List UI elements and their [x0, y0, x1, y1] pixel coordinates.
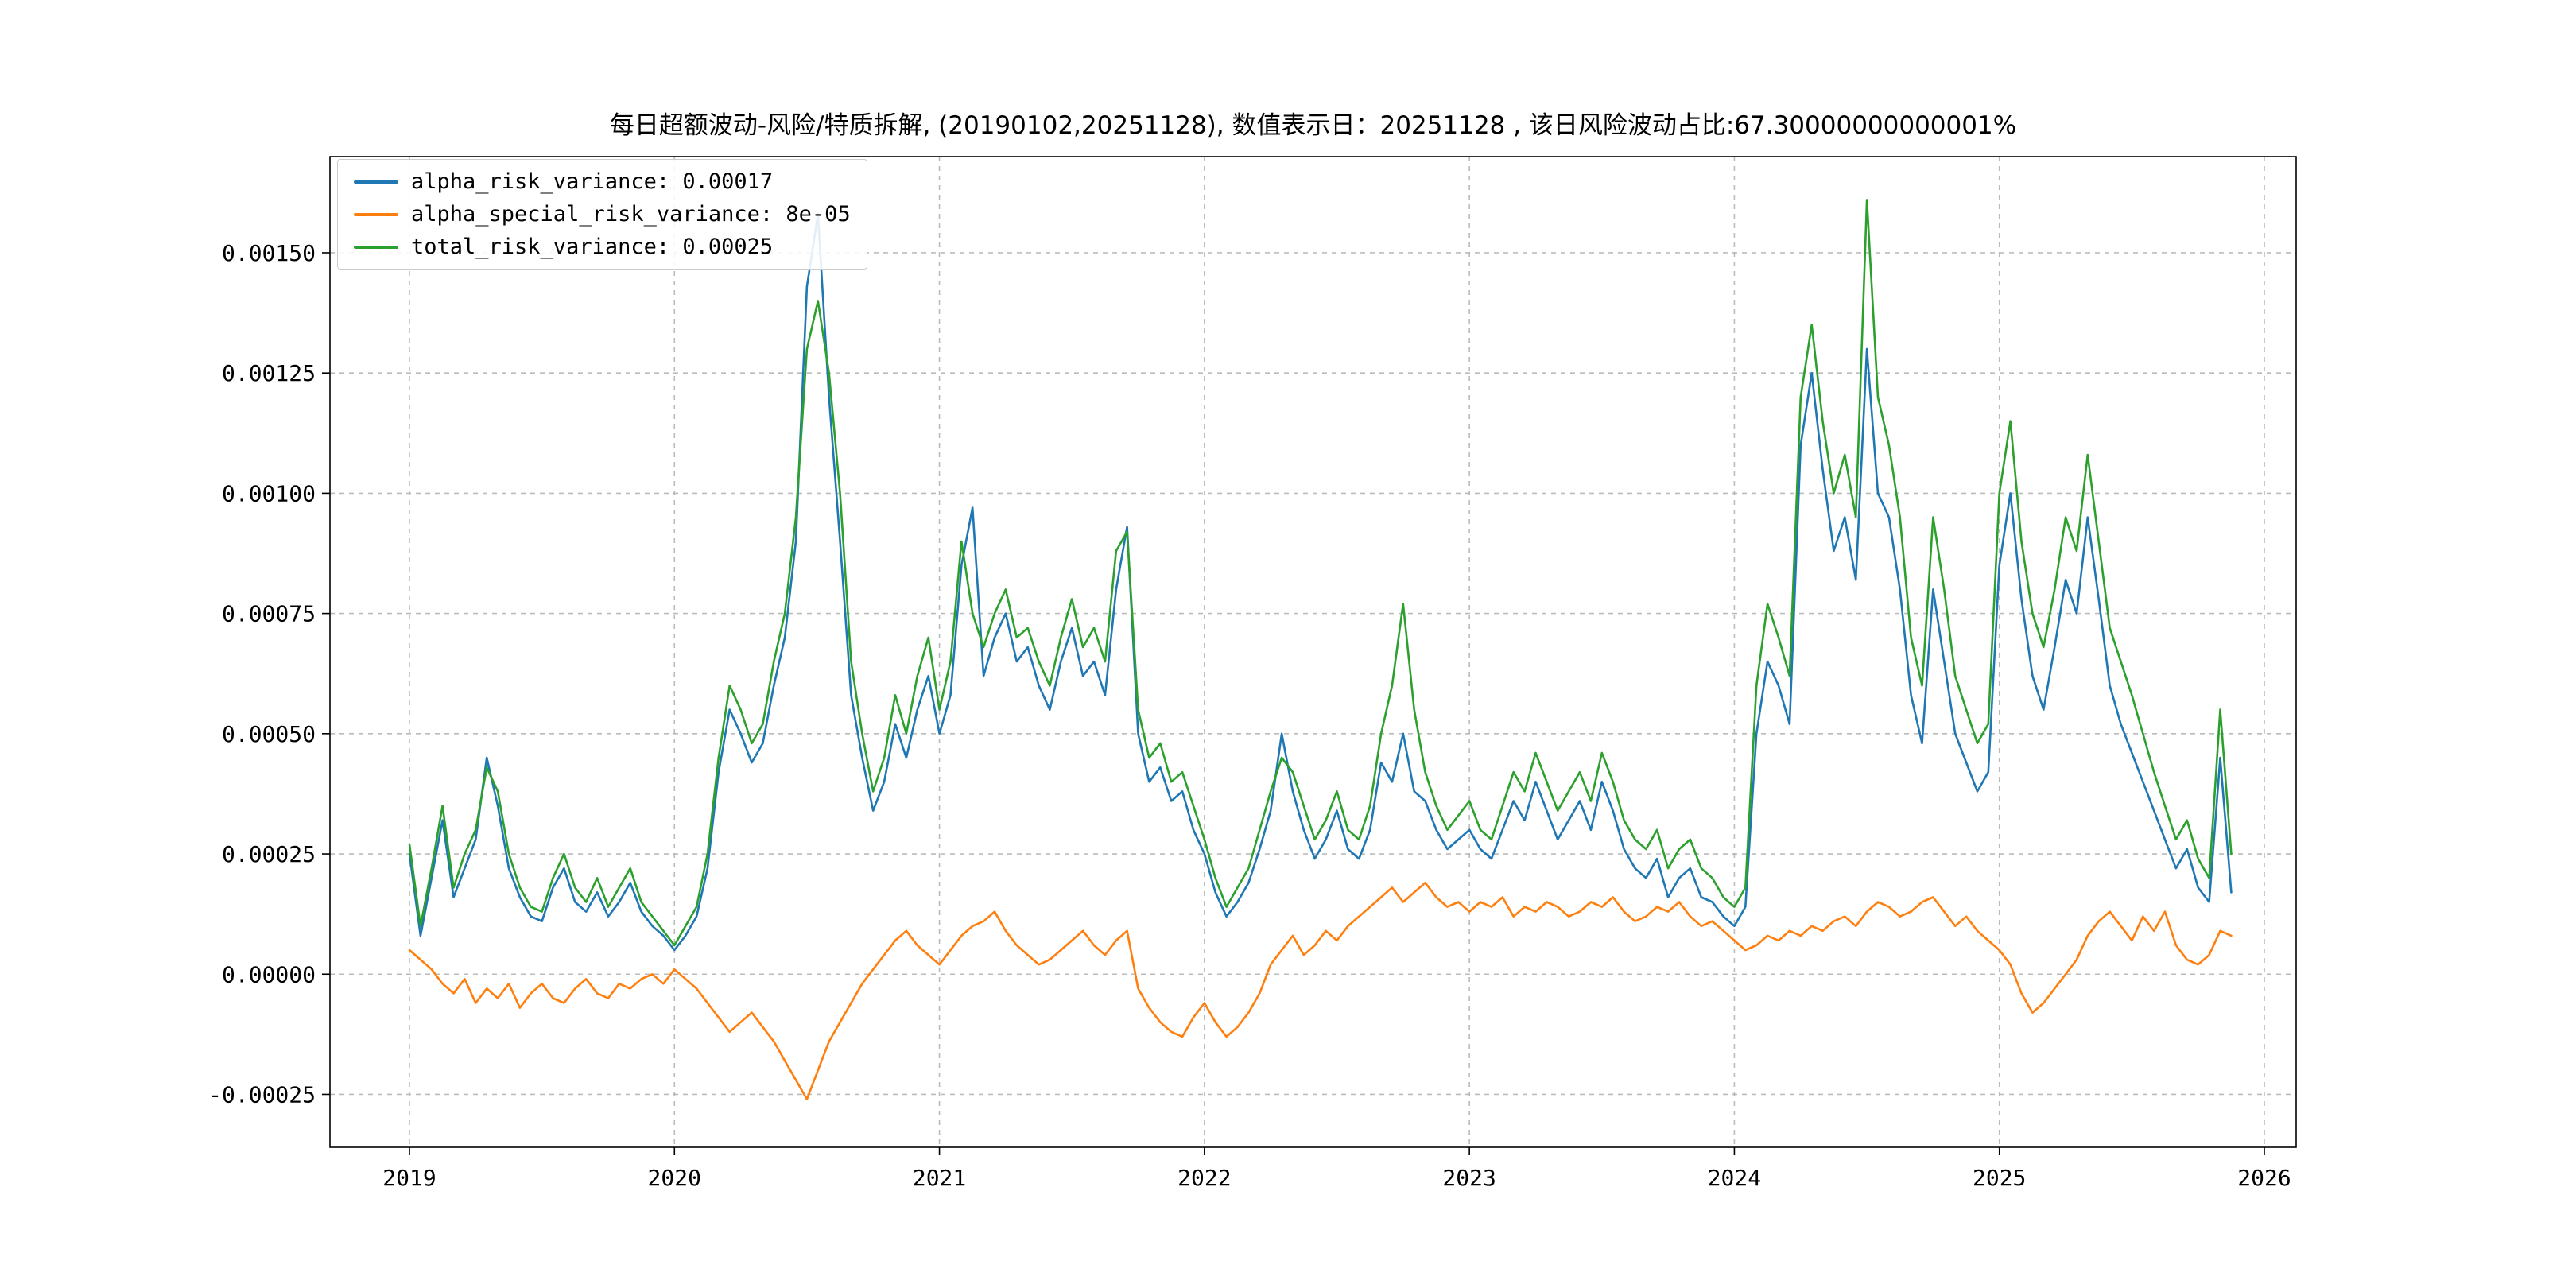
y-tick-label: 0.00125 — [222, 360, 316, 386]
legend-row-alpha-risk-variance: alpha_risk_variance: 0.00017 — [354, 169, 851, 194]
legend-label: total_risk_variance: 0.00025 — [411, 235, 774, 259]
legend-swatch-orange — [354, 212, 398, 216]
y-tick-label: 0.00025 — [222, 841, 316, 867]
x-tick-label: 2019 — [382, 1165, 436, 1191]
x-tick-label: 2024 — [1708, 1165, 1761, 1191]
chart-title: 每日超额波动-风险/特质拆解, (20190102,20251128), 数值表… — [609, 111, 2017, 140]
legend-label: alpha_special_risk_variance: 8e-05 — [411, 202, 851, 227]
legend-row-total-risk-variance: total_risk_variance: 0.00025 — [354, 235, 851, 259]
legend: alpha_risk_variance: 0.00017 alpha_speci… — [337, 159, 867, 270]
series-line-alpha_risk_variance — [408, 213, 2233, 952]
x-tick-label: 2021 — [913, 1165, 966, 1191]
y-tick-label: 0.00100 — [222, 480, 316, 506]
x-tick-label: 2026 — [2237, 1165, 2291, 1191]
x-tick-label: 2023 — [1442, 1165, 1496, 1191]
y-tick-label: 0.00075 — [222, 601, 316, 627]
y-tick-label: 0.00000 — [222, 961, 316, 987]
series-line-alpha_special_risk_variance — [408, 882, 2233, 1100]
x-tick-label: 2022 — [1177, 1165, 1231, 1191]
axes-spines — [329, 156, 2297, 1148]
legend-swatch-green — [354, 245, 398, 249]
legend-row-alpha-special-risk-variance: alpha_special_risk_variance: 8e-05 — [354, 202, 851, 227]
series-line-total_risk_variance — [408, 199, 2233, 947]
legend-swatch-blue — [354, 180, 398, 184]
x-tick-label: 2020 — [648, 1165, 701, 1191]
y-tick-label: 0.00050 — [222, 721, 316, 747]
legend-label: alpha_risk_variance: 0.00017 — [411, 169, 774, 194]
y-tick-label: 0.00150 — [222, 240, 316, 266]
y-tick-label: -0.00025 — [208, 1081, 316, 1108]
x-tick-label: 2025 — [1973, 1165, 2026, 1191]
